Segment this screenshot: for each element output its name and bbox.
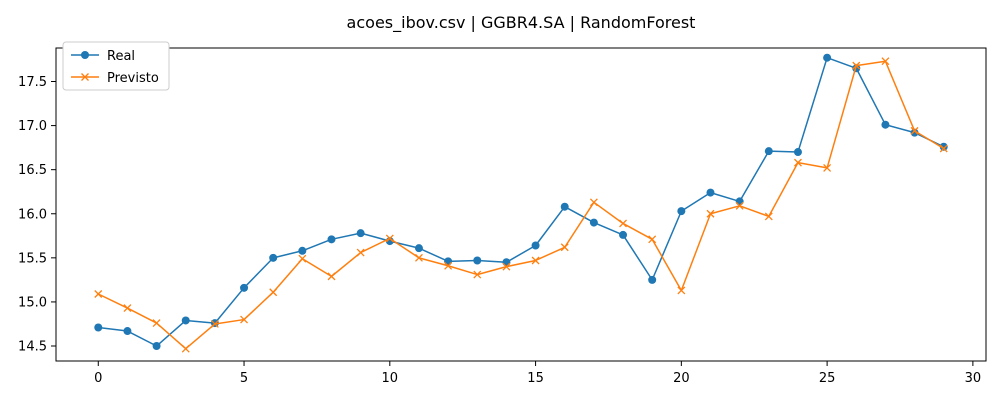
point-real: [502, 258, 511, 267]
point-previsto: [269, 288, 278, 297]
point-real: [152, 342, 161, 351]
x-tick-label: 25: [819, 371, 836, 386]
x-tick-label: 30: [965, 371, 982, 386]
point-previsto: [706, 209, 715, 218]
point-real: [473, 256, 482, 265]
series-line-real: [98, 56, 945, 347]
y-tick-label: 15.0: [18, 295, 47, 310]
point-previsto: [210, 320, 219, 328]
point-real: [531, 241, 540, 250]
y-tick-label: 14.5: [18, 340, 47, 355]
point-previsto: [473, 270, 482, 279]
point-real: [444, 257, 453, 266]
point-previsto: [910, 126, 919, 135]
point-previsto: [939, 144, 948, 153]
point-previsto: [240, 315, 249, 324]
legend-previsto-marker: [81, 73, 89, 81]
point-previsto: [415, 253, 423, 262]
point-previsto: [589, 198, 598, 207]
point-real: [327, 235, 336, 244]
legend-previsto-label: Previsto: [107, 71, 159, 86]
y-tick-label: 16.5: [18, 163, 47, 178]
x-tick-label: 15: [527, 371, 544, 386]
x-tick-label: 10: [382, 371, 399, 386]
point-real: [414, 244, 423, 253]
point-previsto: [560, 243, 569, 252]
y-tick-label: 16.0: [18, 207, 47, 222]
point-previsto: [502, 262, 511, 271]
point-previsto: [852, 61, 861, 70]
legend-real-marker: [81, 51, 89, 59]
y-tick-label: 17.5: [18, 75, 47, 90]
point-previsto: [123, 304, 132, 313]
y-axis: 14.5 15.0 15.5 16.0 16.5 17.0 17.5: [18, 75, 56, 355]
point-previsto: [823, 163, 832, 172]
point-previsto: [735, 201, 744, 210]
point-previsto: [298, 254, 307, 263]
point-real: [735, 197, 744, 206]
point-previsto: [327, 272, 336, 281]
point-real: [298, 246, 307, 255]
point-previsto: [356, 248, 365, 257]
legend-box: [62, 41, 170, 91]
legend: Real Previsto: [62, 41, 170, 91]
legend-real-label: Real: [107, 49, 135, 64]
point-real: [793, 148, 802, 157]
series-line-previsto: [97, 60, 945, 350]
point-previsto: [94, 290, 103, 298]
point-real: [560, 202, 569, 211]
chart-title: acoes_ibov.csv | GGBR4.SA | RandomForest: [347, 13, 696, 33]
x-tick-label: 20: [673, 371, 690, 386]
plot-area-frame: [55, 47, 987, 362]
point-previsto: [677, 286, 686, 295]
point-real: [764, 147, 773, 156]
point-real: [240, 283, 249, 292]
point-real: [123, 327, 132, 336]
point-real: [356, 229, 365, 238]
point-previsto: [648, 235, 657, 244]
point-real: [881, 120, 890, 129]
point-real: [706, 188, 715, 197]
point-previsto: [531, 256, 540, 265]
point-real: [910, 128, 919, 137]
x-tick-label: 5: [240, 371, 248, 386]
y-tick-label: 17.0: [18, 119, 47, 134]
point-real: [589, 218, 598, 227]
point-real: [181, 316, 190, 325]
point-real: [94, 323, 103, 332]
point-real: [269, 253, 278, 262]
series-layer: [94, 53, 948, 353]
point-real: [939, 142, 948, 151]
x-axis: 0 5 10 15 20 25 30: [94, 361, 981, 386]
point-previsto: [181, 344, 190, 353]
point-previsto: [152, 319, 161, 328]
point-real: [823, 53, 832, 62]
point-previsto: [444, 261, 453, 270]
point-previsto: [385, 234, 394, 243]
point-real: [619, 230, 628, 239]
point-previsto: [793, 158, 802, 167]
point-real: [648, 275, 657, 284]
y-tick-label: 15.5: [18, 251, 47, 266]
point-previsto: [764, 212, 773, 221]
point-previsto: [619, 219, 627, 228]
x-tick-label: 0: [94, 371, 102, 386]
point-real: [677, 207, 686, 216]
point-previsto: [881, 57, 890, 66]
